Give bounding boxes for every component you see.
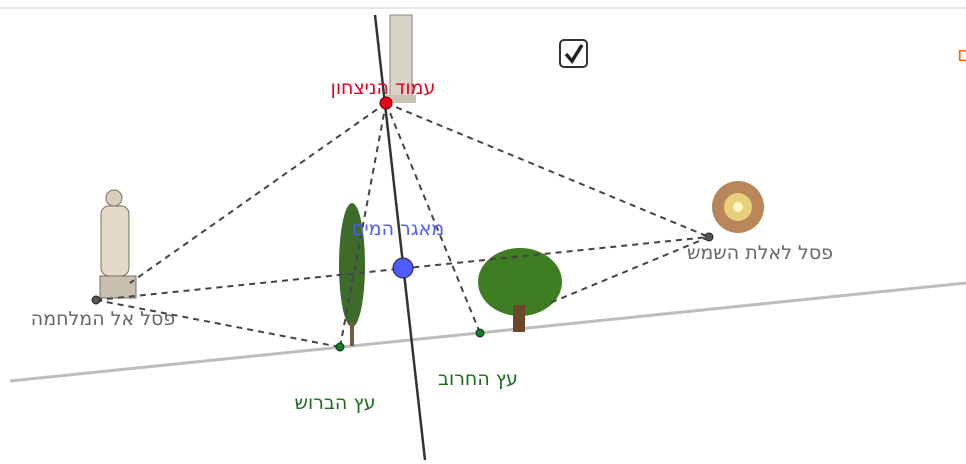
carob-image (478, 248, 562, 332)
point[interactable] (393, 258, 413, 278)
point-label: פסל לאלת השמש (687, 242, 833, 264)
point[interactable] (705, 233, 713, 241)
point-label: פסל אל המלחמה (31, 308, 175, 330)
applet-canvas: עמוד הניצחון מאגר המים פסל לאלת השמש פסל… (0, 0, 966, 460)
point[interactable] (336, 343, 344, 351)
checkbox-label[interactable]: הצג אמצע השביל שבין שני הפסלים (957, 42, 966, 66)
sun-image (712, 181, 764, 233)
point-label: עץ הברוש (295, 392, 376, 414)
point-label: עץ החרוב (438, 368, 518, 390)
point[interactable] (92, 296, 100, 304)
checkbox[interactable] (560, 40, 587, 67)
point-label: עמוד הניצחון (331, 77, 436, 99)
point[interactable] (476, 329, 484, 337)
point-label: מאגר המים (352, 218, 444, 240)
